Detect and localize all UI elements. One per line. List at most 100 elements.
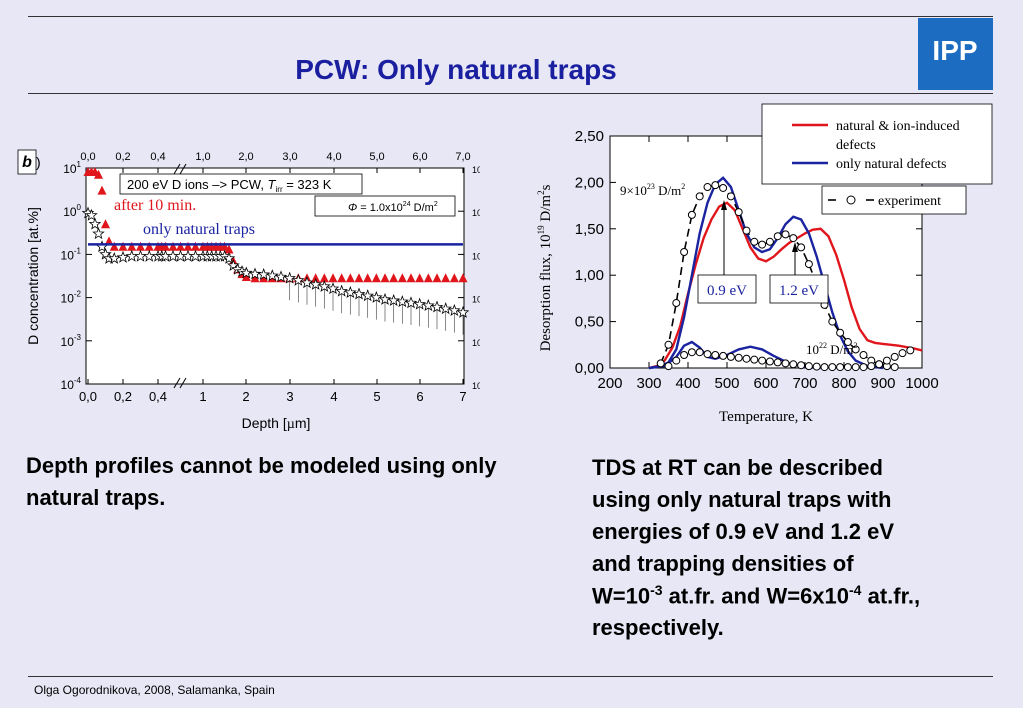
- ipp-logo: IPP: [918, 18, 993, 90]
- depth-bottom-tick-label: 7: [459, 389, 466, 404]
- tds-experiment-point: [851, 363, 860, 372]
- tds-experiment-point: [875, 360, 884, 369]
- depth-bottom-tick-label: 0,0: [79, 389, 97, 404]
- red-triangle-point: [406, 273, 416, 283]
- tds-experiment-point: [890, 363, 899, 372]
- depth-y-tick-label: 101: [63, 160, 81, 176]
- tds-experiment-point: [765, 357, 774, 366]
- red-triangle-point: [176, 241, 185, 251]
- fluence-label: Φ = 1.0x1024 D/m2: [348, 201, 438, 214]
- tds-experiment-point: [758, 356, 767, 365]
- peak-12-box: [769, 274, 829, 304]
- tds-experiment-point: [804, 260, 813, 269]
- red-triangle-point: [250, 273, 260, 283]
- red-triangle-point: [311, 273, 321, 283]
- red-triangle-point: [371, 273, 381, 283]
- tds-experiment-point: [664, 340, 673, 349]
- red-triangle-point: [389, 273, 399, 283]
- right-line-1: TDS at RT can be described: [592, 455, 883, 480]
- tds-experiment-point: [797, 361, 806, 370]
- tds-experiment-point: [656, 359, 665, 368]
- legend-blue-label: only natural defects: [836, 157, 946, 172]
- star-point: [300, 276, 314, 289]
- star-point: [448, 303, 461, 317]
- tds-experiment-point: [851, 345, 860, 354]
- tds-experiment-point: [828, 363, 837, 372]
- tds-x-tick-label: 1000: [905, 375, 938, 392]
- depth-bottom-tick-label: 0,2: [114, 389, 132, 404]
- star-point: [387, 293, 400, 307]
- tds-x-tick-label: 300: [636, 375, 661, 392]
- tds-experiment-point: [843, 338, 852, 347]
- star-point: [344, 286, 357, 299]
- depth-data-layer: [81, 167, 470, 335]
- red-triangle-point: [136, 241, 145, 251]
- red-triangle-point: [423, 273, 433, 283]
- tds-experiment-point: [726, 352, 735, 361]
- red-triangle-point: [161, 241, 170, 251]
- fluence-box: [314, 195, 456, 217]
- star-point: [240, 266, 253, 279]
- tds-axes: 200 300 400 500 600 700 800 900 1000 0,00 0,50 1,00…: [575, 128, 939, 392]
- red-triangle-point: [94, 169, 103, 179]
- red-triangle-point: [191, 241, 200, 251]
- depth-bottom-tick-label: 0,4: [149, 389, 167, 404]
- depth-y-tick-label: 10-3: [61, 333, 82, 349]
- red-triangle-point: [109, 241, 119, 251]
- tds-x-tick-label: 200: [597, 375, 622, 392]
- red-triangle-point: [319, 273, 329, 283]
- star-point: [248, 267, 262, 280]
- star-point: [309, 277, 322, 290]
- red-triangle-point: [183, 241, 193, 251]
- tds-y-tick-label: 0,00: [575, 360, 604, 377]
- star-point: [335, 284, 348, 297]
- depth-top-tick-label: 0,2: [115, 151, 130, 163]
- star-point: [456, 305, 470, 318]
- tds-x-tick-label: 600: [753, 375, 778, 392]
- right-conclusion: TDS at RT can be described using only na…: [592, 452, 1002, 644]
- depth-x-axis-label: Depth [µm]: [242, 415, 311, 432]
- after-10-min-label: after 10 min.: [114, 197, 196, 214]
- star-point: [404, 296, 418, 309]
- red-triangle-point: [328, 273, 338, 283]
- depth-y2-tick-label: 101: [472, 164, 480, 175]
- ipp-logo-mark: IPP: [918, 18, 993, 90]
- tds-experiment-point: [867, 362, 876, 371]
- slide-title: PCW: Only natural traps: [295, 54, 617, 85]
- depth-top-tick-label: 0,4: [150, 151, 165, 163]
- depth-profile-chart: b ) 0,0 0,2 0,4 1 2 3 4 5 6 7 0,0 0,2 0,4 1,0 2,0 3,0 4,…: [17, 149, 480, 432]
- depth-bottom-tick-label: 4: [330, 389, 337, 404]
- tds-x-tick-label: 800: [831, 375, 856, 392]
- legend-red-label-cont: defects: [836, 138, 876, 153]
- depth-top-tick-label: 1,0: [195, 151, 210, 163]
- axis-break-bottom: [173, 377, 187, 389]
- tds-experiment-point: [773, 232, 782, 241]
- peak-09-arrowhead: [721, 200, 727, 210]
- depth-bottom-tick-label: 1: [199, 389, 206, 404]
- red-triangle-point: [144, 241, 154, 251]
- red-triangle-point: [118, 241, 128, 251]
- panel-label-paren: ): [36, 154, 41, 170]
- tds-experiment-point: [859, 351, 868, 360]
- depth-y-axis-label: D concentration [at.%]: [25, 207, 41, 345]
- right-line-5: W=10-3 at.fr. and W=6x10-4 at.fr.,: [592, 581, 921, 608]
- depth-y2-tick-label: 10-3: [472, 337, 480, 348]
- tds-x-axis-label: Temperature, K: [719, 409, 813, 425]
- star-point: [326, 282, 340, 295]
- star-point: [88, 217, 102, 230]
- red-triangle-point: [97, 185, 107, 195]
- tds-experiment-point: [781, 359, 790, 368]
- only-natural-label-bg: [137, 216, 292, 240]
- tds-experiment-point: [742, 354, 751, 363]
- tds-experiment-point: [843, 363, 852, 372]
- tds-experiment-point: [820, 363, 829, 372]
- tds-experiment-point: [703, 350, 712, 359]
- only-natural-traps-label: only natural traps: [143, 221, 255, 238]
- tds-experiment-point: [703, 183, 712, 192]
- tds-experiment-point: [672, 299, 681, 308]
- beam-conditions-label: 200 eV D ions –> PCW, Tirr = 323 K: [127, 177, 332, 194]
- red-triangle-point: [127, 241, 137, 251]
- tds-experiment-point: [789, 360, 798, 369]
- tds-chart: 200 300 400 500 600 700 800 900 1000 0,00 0,50 1,00…: [536, 103, 993, 425]
- tds-experiment-point: [882, 356, 891, 365]
